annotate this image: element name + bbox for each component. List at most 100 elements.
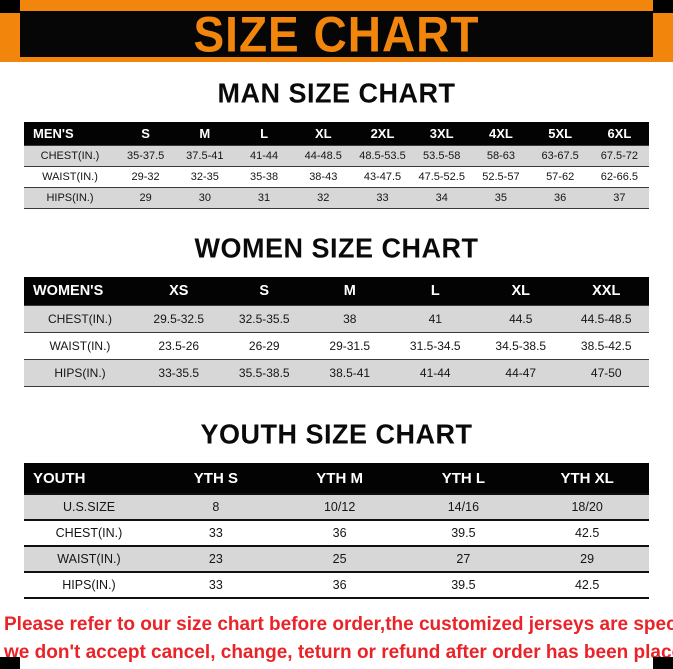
row-label: CHEST(IN.): [24, 519, 154, 546]
table-row: U.S.SIZE 8 10/12 14/16 18/20: [24, 493, 649, 520]
size-column-header: XS: [136, 276, 222, 306]
youth-section-heading: YOUTH SIZE CHART: [200, 418, 473, 450]
size-value-cell: 29.5-32.5: [136, 305, 222, 333]
size-value-cell: 41-44: [234, 144, 294, 166]
size-value-cell: 41: [392, 305, 478, 333]
footer-note: Please refer to our size chart before or…: [4, 613, 673, 665]
size-value-cell: 32-35: [175, 165, 235, 187]
size-column-header: XL: [478, 276, 564, 306]
size-value-cell: 43-47.5: [352, 165, 413, 187]
note-line-1: Please refer to our size chart before or…: [4, 614, 673, 635]
size-value-cell: 47-50: [563, 359, 649, 387]
size-value-cell: 38-43: [293, 165, 353, 187]
row-label: HIPS(IN.): [24, 571, 154, 599]
size-value-cell: 67.5-72: [589, 144, 649, 166]
size-value-cell: 29: [116, 186, 176, 209]
size-value-cell: 38: [307, 305, 393, 333]
size-column-header: YTH S: [154, 463, 278, 494]
size-value-cell: 34: [412, 186, 472, 209]
table-header-row: MEN'S S M L XL 2XL 3XL 4XL 5XL 6XL: [24, 122, 649, 145]
table-row: HIPS(IN.) 33-35.5 35.5-38.5 38.5-41 41-44 44-…: [24, 359, 649, 387]
size-value-cell: 29-32: [116, 165, 176, 187]
size-value-cell: 57-62: [530, 165, 590, 187]
size-column-header: L: [234, 122, 294, 145]
size-value-cell: 36: [277, 571, 402, 599]
row-label: WAIST(IN.): [24, 545, 154, 572]
corner-mark-bottom-left: [0, 657, 20, 669]
size-column-header: 6XL: [589, 122, 649, 145]
men-size-table: MEN'S S M L XL 2XL 3XL 4XL 5XL 6XL CHEST(IN.) 35-37…: [24, 122, 649, 209]
table-title-cell: WOMEN'S: [24, 276, 136, 306]
page-title: SIZE CHART: [193, 5, 480, 63]
size-column-header: XL: [293, 122, 353, 145]
row-label: HIPS(IN.): [24, 186, 116, 209]
corner-mark-top-right: [653, 0, 673, 13]
size-value-cell: 62-66.5: [589, 165, 649, 187]
men-section-heading: MAN SIZE CHART: [217, 77, 456, 109]
size-value-cell: 14/16: [401, 493, 526, 520]
row-label: CHEST(IN.): [24, 144, 116, 166]
size-value-cell: 44.5-48.5: [563, 305, 649, 333]
size-value-cell: 47.5-52.5: [412, 165, 472, 187]
size-column-header: YTH L: [401, 463, 526, 494]
size-value-cell: 33-35.5: [136, 359, 222, 387]
size-value-cell: 35.5-38.5: [221, 359, 307, 387]
size-value-cell: 35-38: [234, 165, 294, 187]
size-value-cell: 39.5: [401, 519, 526, 546]
table-title-cell: MEN'S: [24, 122, 116, 145]
row-label: WAIST(IN.): [24, 332, 136, 360]
corner-mark-bottom-right: [653, 657, 673, 669]
size-value-cell: 27: [401, 545, 526, 572]
table-row: HIPS(IN.) 33 36 39.5 42.5: [24, 571, 649, 599]
section-women: WOMEN SIZE CHART WOMEN'S XS S M L XL XXL CHEST(…: [0, 232, 673, 387]
size-column-header: YTH XL: [525, 463, 649, 494]
table-row: WAIST(IN.) 29-32 32-35 35-38 38-43 43-47.5 47.…: [24, 165, 649, 187]
size-value-cell: 39.5: [401, 571, 526, 599]
size-column-header: YTH M: [277, 463, 402, 494]
row-label: HIPS(IN.): [24, 359, 136, 387]
size-value-cell: 25: [277, 545, 402, 572]
size-value-cell: 33: [154, 571, 278, 599]
size-value-cell: 48.5-53.5: [352, 144, 413, 166]
size-value-cell: 18/20: [525, 493, 649, 520]
table-title-cell: YOUTH: [24, 463, 154, 494]
size-value-cell: 35-37.5: [116, 144, 176, 166]
youth-size-table: YOUTH YTH S YTH M YTH L YTH XL U.S.SIZE 8 10/12…: [24, 463, 649, 599]
row-label: CHEST(IN.): [24, 305, 136, 333]
size-value-cell: 52.5-57: [471, 165, 531, 187]
size-value-cell: 34.5-38.5: [478, 332, 564, 360]
size-value-cell: 10/12: [277, 493, 402, 520]
size-value-cell: 44-47: [478, 359, 564, 387]
table-row: HIPS(IN.) 29 30 31 32 33 34 35 36 37: [24, 186, 649, 209]
size-value-cell: 38.5-41: [307, 359, 393, 387]
size-value-cell: 26-29: [221, 332, 307, 360]
women-section-heading: WOMEN SIZE CHART: [194, 232, 479, 263]
size-value-cell: 31: [234, 186, 294, 209]
size-column-header: XXL: [563, 276, 649, 306]
banner-title-box: SIZE CHART: [20, 6, 653, 62]
size-value-cell: 37: [589, 186, 649, 209]
table-row: CHEST(IN.) 35-37.5 37.5-41 41-44 44-48.5 48.5…: [24, 144, 649, 166]
size-column-header: 2XL: [352, 122, 413, 145]
size-value-cell: 23.5-26: [136, 332, 222, 360]
size-value-cell: 32.5-35.5: [221, 305, 307, 333]
banner: SIZE CHART: [0, 0, 673, 62]
section-youth: YOUTH SIZE CHART YOUTH YTH S YTH M YTH L YTH…: [0, 419, 673, 599]
section-men: MAN SIZE CHART MEN'S S M L XL 2XL 3XL 4XL 5XL 6XL…: [0, 78, 673, 209]
size-value-cell: 42.5: [525, 571, 649, 599]
size-value-cell: 41-44: [392, 359, 478, 387]
size-value-cell: 29-31.5: [307, 332, 393, 360]
size-value-cell: 53.5-58: [412, 144, 472, 166]
row-label: U.S.SIZE: [24, 493, 154, 520]
size-value-cell: 33: [154, 519, 278, 546]
table-row: WAIST(IN.) 23.5-26 26-29 29-31.5 31.5-34.5 34…: [24, 332, 649, 360]
size-value-cell: 35: [471, 186, 531, 209]
size-value-cell: 44-48.5: [293, 144, 353, 166]
size-column-header: 5XL: [530, 122, 590, 145]
table-header-row: YOUTH YTH S YTH M YTH L YTH XL: [24, 463, 649, 494]
size-column-header: M: [307, 276, 393, 306]
table-row: WAIST(IN.) 23 25 27 29: [24, 545, 649, 572]
size-value-cell: 30: [175, 186, 235, 209]
size-value-cell: 31.5-34.5: [392, 332, 478, 360]
size-value-cell: 37.5-41: [175, 144, 235, 166]
